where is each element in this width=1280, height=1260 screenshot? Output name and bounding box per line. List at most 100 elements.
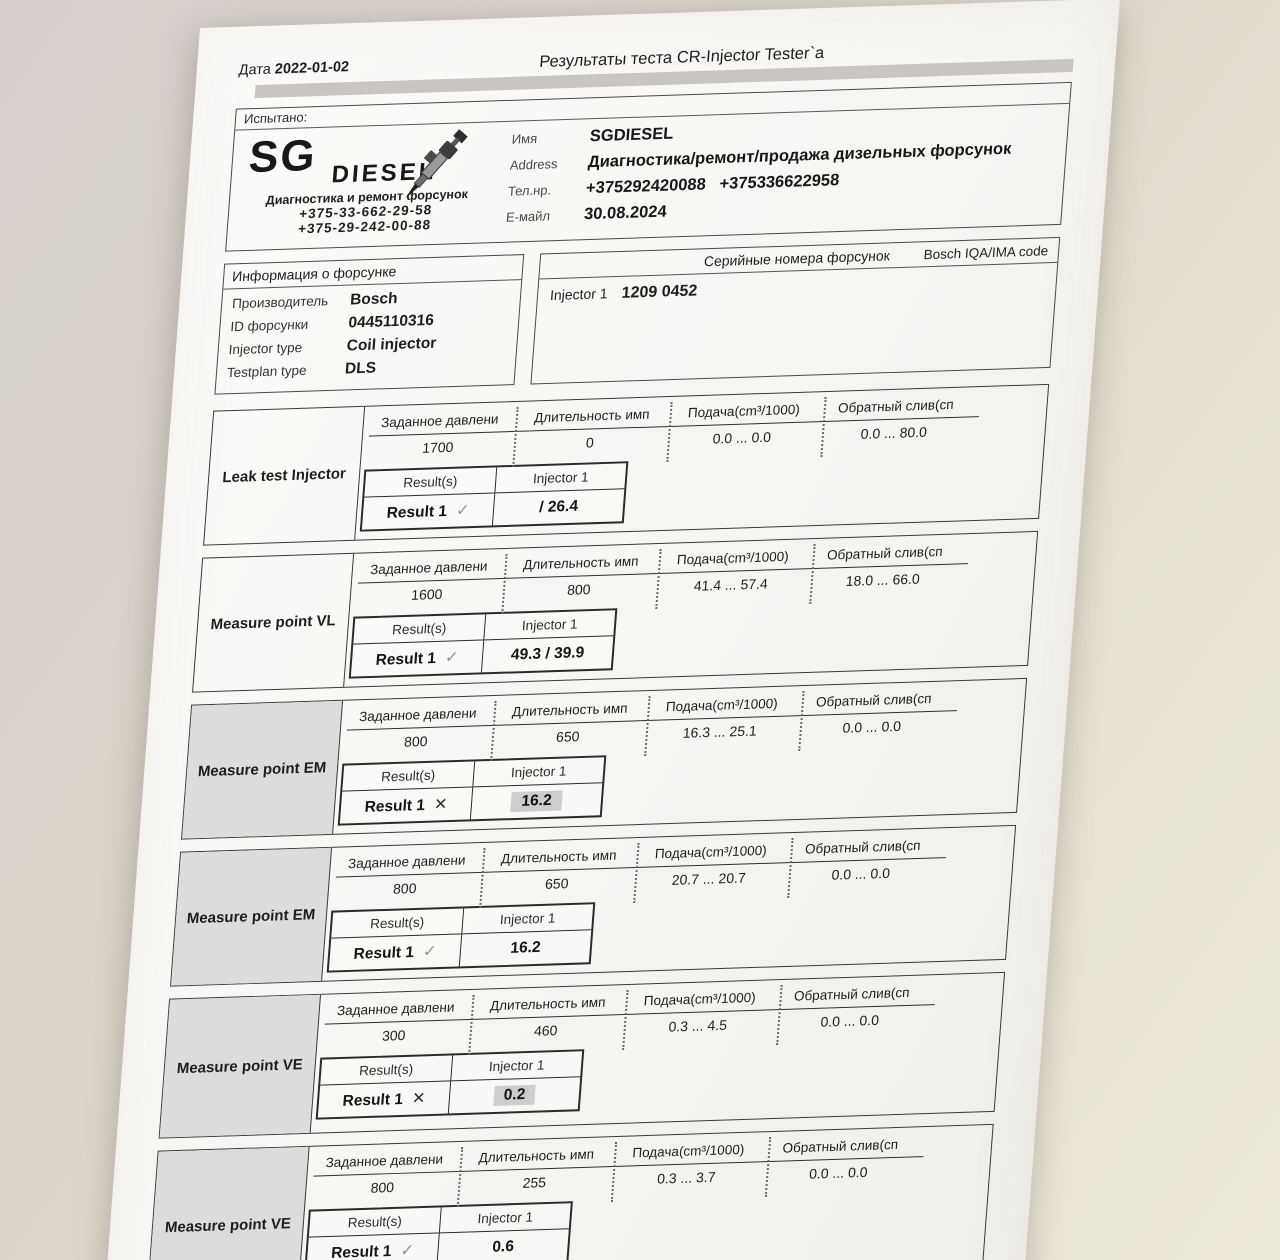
result-value-cell: 16.2 — [458, 930, 592, 967]
field-label: Тел.нр. — [507, 182, 552, 199]
injector-info-box: Информация о форсунке Производитель Bosc… — [214, 254, 525, 395]
result-mark: ✕ — [433, 796, 449, 814]
result-table: Result(s) Injector 1 Result 1 ✕ 16.2 — [337, 755, 607, 826]
result-label-cell: Result 1 ✓ — [306, 1233, 438, 1260]
backflow-range-value: 0.0 ... 80.0 — [860, 423, 928, 442]
test-table: Measure point VL Заданное давлени Длител… — [192, 530, 1039, 693]
result-value-cell: 0.2 — [447, 1077, 581, 1114]
injector-header: Injector 1 — [438, 1203, 571, 1233]
backflow-range-value: 0.0 ... 0.0 — [842, 717, 902, 736]
result-mark: ✓ — [422, 943, 437, 961]
field-label: Е-майл — [505, 208, 551, 225]
results-header: Result(s) — [369, 914, 425, 932]
result-mark: ✕ — [411, 1090, 426, 1108]
injector-header: Injector 1 — [461, 904, 594, 934]
result-value: 0.2 — [492, 1084, 537, 1107]
result-label-cell: Result 1 ✕ — [340, 787, 472, 823]
duration-value: 800 — [566, 581, 592, 598]
col-header-backflow: Обратный слив(сп — [793, 984, 911, 1004]
injector-info-row: ID форсунки 0445110316 — [230, 309, 509, 336]
injector-header: Injector 1 — [494, 463, 627, 493]
tested-by-content: SG DIESEL Диагностика и рем — [226, 104, 1069, 251]
col-header-pressure: Заданное давлени — [380, 411, 500, 431]
injector-info-row: Testplan type DLS — [226, 355, 505, 382]
report-sheet: Дата 2022-01-02 Результаты теста CR-Inje… — [100, 0, 1120, 1260]
result-table: Result(s) Injector 1 Result 1 ✓ 49.3 / 39… — [348, 608, 618, 679]
sg-diesel-logo: SG DIESEL Диагностика и рем — [235, 126, 501, 242]
pressure-value: 300 — [381, 1026, 407, 1044]
backflow-range-value: 0.0 ... 0.0 — [808, 1163, 869, 1182]
injector-info-row: Injector type Coil injector — [228, 332, 507, 359]
result-value: 0.6 — [491, 1237, 515, 1256]
result-value-cell: / 26.4 — [491, 489, 625, 526]
result-table: Result(s) Injector 1 Result 1 ✕ 0.2 — [315, 1049, 585, 1120]
test-body: Заданное давлени Длительность имп Подача… — [322, 826, 1015, 981]
test-table: Measure point EM Заданное давлени Длител… — [170, 824, 1017, 987]
test-table: Leak test Injector Заданное давлени Длит… — [203, 383, 1050, 546]
result-label: Result 1 — [364, 796, 426, 816]
field-label: Имя — [511, 130, 538, 147]
date-value: 2022-01-02 — [274, 59, 350, 78]
result-mark: ✓ — [399, 1242, 415, 1260]
injector-icon — [405, 129, 468, 199]
pressure-value: 800 — [392, 879, 418, 897]
result-label-cell: Result 1 ✓ — [362, 493, 494, 529]
col-header-flow: Подача(cm³/1000) — [654, 842, 768, 862]
info-label: ID форсунки — [229, 316, 309, 335]
result-value: / 26.4 — [538, 497, 579, 516]
field-label: Address — [509, 156, 559, 173]
result-label: Result 1 — [386, 502, 448, 522]
results-header: Result(s) — [391, 620, 447, 638]
result-label: Result 1 — [375, 649, 437, 669]
pressure-value: 1600 — [410, 585, 444, 603]
backflow-range-value: 18.0 ... 66.0 — [845, 570, 921, 589]
col-header-flow: Подача(cm³/1000) — [676, 548, 790, 568]
field-value: SGDIESEL — [589, 124, 675, 146]
info-value: Bosch — [349, 290, 399, 309]
injector-header: Injector 1 — [450, 1051, 583, 1081]
result-value: 16.2 — [510, 790, 563, 813]
col-header-pressure: Заданное давлени — [325, 1151, 444, 1171]
result-value-cell: 49.3 / 39.9 — [480, 636, 614, 673]
results-header: Result(s) — [380, 767, 436, 785]
injector-info-row: Производитель Bosch — [231, 286, 510, 313]
col-header-backflow: Обратный слив(сп — [782, 1136, 899, 1156]
result-value: 49.3 / 39.9 — [510, 644, 585, 664]
info-value: DLS — [344, 359, 377, 378]
tested-by-fields: Имя SGDIESEL Address Диагностика/ремонт/… — [493, 108, 1061, 234]
result-label: Result 1 — [352, 943, 415, 963]
test-name: Measure point VE — [147, 1146, 310, 1260]
serial-injector-value: 1209 0452 — [620, 282, 698, 302]
pressure-value: 1700 — [421, 438, 455, 456]
tested-by-box: Испытано: SG — [225, 81, 1072, 252]
col-header-duration: Длительность имп — [511, 700, 629, 720]
duration-value: 650 — [544, 875, 570, 892]
test-table: Measure point VE Заданное давлени Длител… — [158, 971, 1006, 1139]
result-label: Result 1 — [341, 1090, 404, 1110]
duration-value: 255 — [522, 1174, 547, 1191]
duration-value: 650 — [555, 728, 581, 745]
test-table: Measure point EM Заданное давлени Длител… — [181, 677, 1028, 840]
duration-value: 460 — [533, 1022, 559, 1039]
info-value: 0445110316 — [347, 311, 435, 332]
flow-range-value: 20.7 ... 20.7 — [671, 869, 747, 888]
results-header: Result(s) — [347, 1213, 403, 1231]
injector-header: Injector 1 — [483, 610, 616, 640]
col-header-backflow: Обратный слив(сп — [837, 396, 955, 416]
info-section: Информация о форсунке Производитель Bosc… — [214, 236, 1061, 395]
test-name: Measure point EM — [182, 700, 344, 839]
test-body: Заданное давлени Длительность имп Подача… — [333, 679, 1026, 834]
injector-info-rows: Производитель Bosch ID форсунки 04451103… — [215, 280, 521, 394]
report-date: Дата 2022-01-02 — [238, 59, 350, 79]
pressure-value: 800 — [403, 732, 429, 750]
duration-value: 0 — [585, 434, 595, 451]
col-header-flow: Подача(cm³/1000) — [631, 1141, 745, 1161]
info-label: Injector type — [228, 339, 303, 358]
field-value: 30.08.2024 — [583, 202, 668, 224]
serial-injector-label: Injector 1 — [549, 285, 609, 304]
col-header-duration: Длительность имп — [522, 553, 640, 573]
backflow-range-value: 0.0 ... 0.0 — [831, 864, 891, 883]
col-header-flow: Подача(cm³/1000) — [687, 401, 801, 421]
backflow-range-value: 0.0 ... 0.0 — [820, 1011, 880, 1030]
test-name: Measure point VL — [193, 553, 355, 692]
